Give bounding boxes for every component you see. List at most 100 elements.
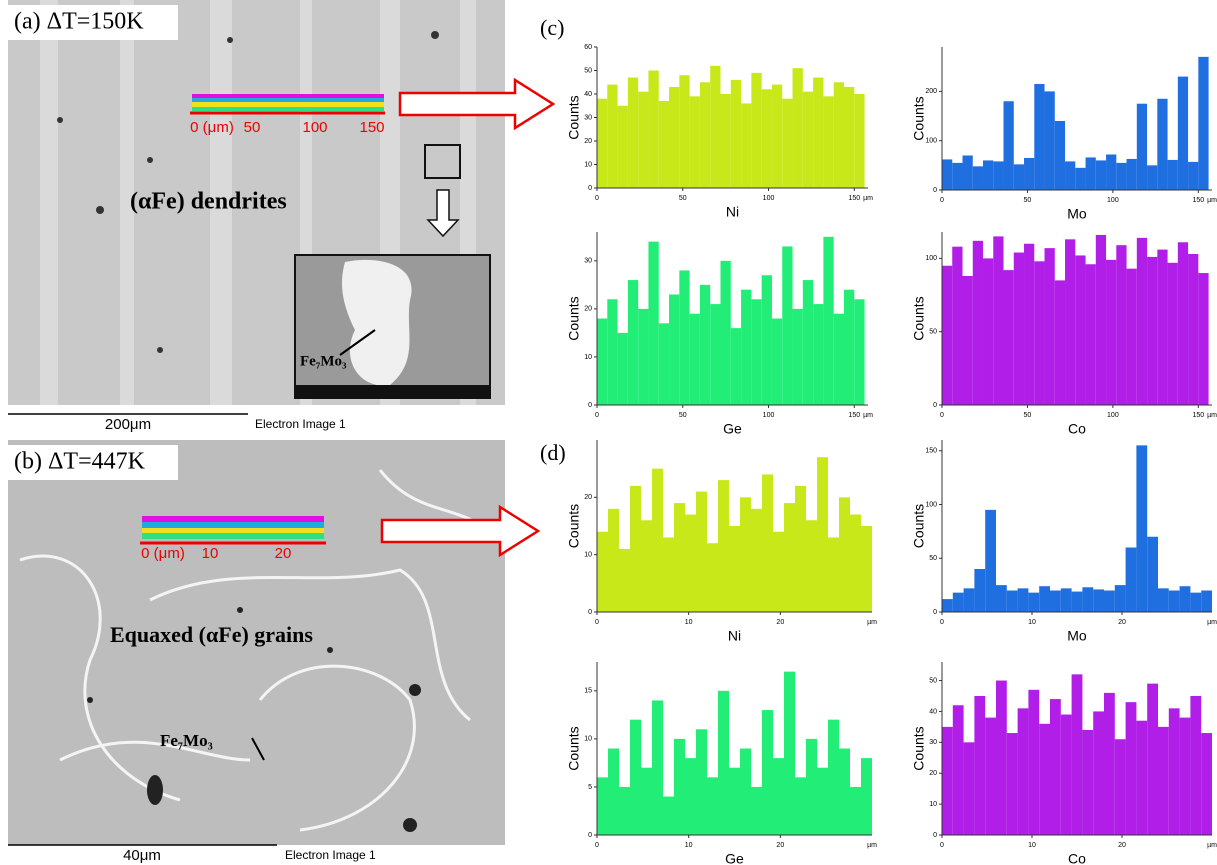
bar: [1167, 262, 1178, 405]
y-tick-label: 10: [584, 552, 592, 559]
bar: [813, 304, 824, 405]
scan-tick-label: 150: [359, 119, 384, 136]
y-tick-label: 20: [584, 138, 592, 145]
bar: [689, 96, 700, 188]
y-tick-label: 50: [584, 67, 592, 74]
bar: [608, 508, 619, 612]
x-tick-label: 50: [679, 195, 687, 202]
bar: [861, 758, 872, 835]
inset-phase: [342, 259, 412, 386]
bar: [597, 98, 608, 188]
bar: [617, 332, 628, 405]
bar: [652, 468, 663, 612]
bar: [1044, 248, 1055, 405]
y-axis-label: Counts: [911, 96, 927, 140]
bar: [710, 65, 721, 188]
bar: [1095, 160, 1107, 190]
bar: [627, 280, 639, 405]
bar: [619, 548, 630, 612]
x-tick-label: 50: [1024, 412, 1032, 419]
bar: [1071, 591, 1083, 612]
bar: [833, 82, 844, 188]
bar: [972, 166, 984, 190]
bar: [1024, 243, 1035, 405]
y-tick-label: 40: [584, 91, 592, 98]
bar: [1054, 280, 1066, 405]
bar: [1125, 547, 1137, 612]
y-tick-label: 0: [933, 187, 937, 194]
scan-tick-label: 100: [302, 119, 327, 136]
x-axis-label: Co: [1068, 851, 1086, 865]
bar: [1114, 739, 1126, 835]
bar: [1034, 261, 1045, 405]
x-tick-label: 0: [595, 842, 599, 849]
x-tick-label: 100: [1107, 412, 1119, 419]
x-tick-label: 0: [595, 195, 599, 202]
bar: [952, 592, 964, 612]
y-tick-label: 0: [588, 832, 592, 839]
y-axis-label: Counts: [566, 504, 582, 548]
bar: [1039, 723, 1050, 835]
bar: [773, 758, 784, 835]
x-axis-label: Mo: [1067, 206, 1087, 222]
y-tick-label: 40: [929, 708, 937, 715]
bar: [638, 91, 649, 188]
bar: [839, 748, 850, 835]
bar: [617, 105, 628, 188]
y-tick-label: 10: [584, 736, 592, 743]
bar: [963, 742, 975, 835]
bar: [1095, 234, 1107, 405]
bar: [638, 308, 649, 405]
bar: [985, 717, 996, 835]
bar: [974, 695, 986, 835]
x-tick-label: 100: [1107, 197, 1119, 204]
bar: [762, 474, 773, 612]
bar: [1085, 157, 1096, 190]
bar: [1017, 588, 1029, 612]
bar: [861, 526, 872, 612]
bar: [993, 161, 1004, 190]
bar: [751, 508, 762, 612]
bar: [1071, 674, 1083, 835]
bar: [817, 457, 828, 612]
x-axis-label: Ni: [728, 628, 741, 644]
bar: [720, 94, 731, 188]
inset-bar: [296, 385, 489, 397]
bar: [1158, 588, 1169, 612]
bar: [850, 514, 861, 612]
bar: [597, 531, 608, 612]
x-tick-label: 10: [685, 842, 693, 849]
bar: [1013, 164, 1025, 190]
scan-tick-label: 20: [275, 545, 292, 562]
bar: [1167, 159, 1178, 190]
bar: [1179, 717, 1191, 835]
arrow: [398, 77, 556, 131]
bar: [707, 777, 718, 835]
x-axis-label: Ge: [723, 421, 742, 437]
bar: [741, 289, 752, 405]
y-tick-label: 0: [588, 185, 592, 192]
y-tick-label: 0: [588, 609, 592, 616]
bar: [993, 236, 1004, 405]
bar: [1136, 720, 1148, 835]
arrow: [380, 504, 541, 558]
bar: [1114, 585, 1126, 612]
bar: [699, 82, 711, 188]
bar: [718, 480, 729, 612]
bar: [782, 246, 793, 405]
y-tick-label: 30: [929, 739, 937, 746]
bar: [607, 84, 618, 188]
bar: [679, 75, 690, 188]
bar: [1039, 586, 1050, 612]
bar: [1147, 536, 1158, 612]
bar: [1003, 101, 1014, 190]
bar: [942, 265, 953, 405]
bar: [1082, 587, 1094, 612]
bar: [1085, 264, 1096, 405]
y-tick-label: 0: [933, 609, 937, 616]
bar: [802, 280, 814, 405]
y-axis-label: Counts: [566, 296, 582, 340]
pores: [57, 31, 439, 353]
x-tick-label: 0: [595, 412, 599, 419]
bar: [996, 680, 1007, 835]
